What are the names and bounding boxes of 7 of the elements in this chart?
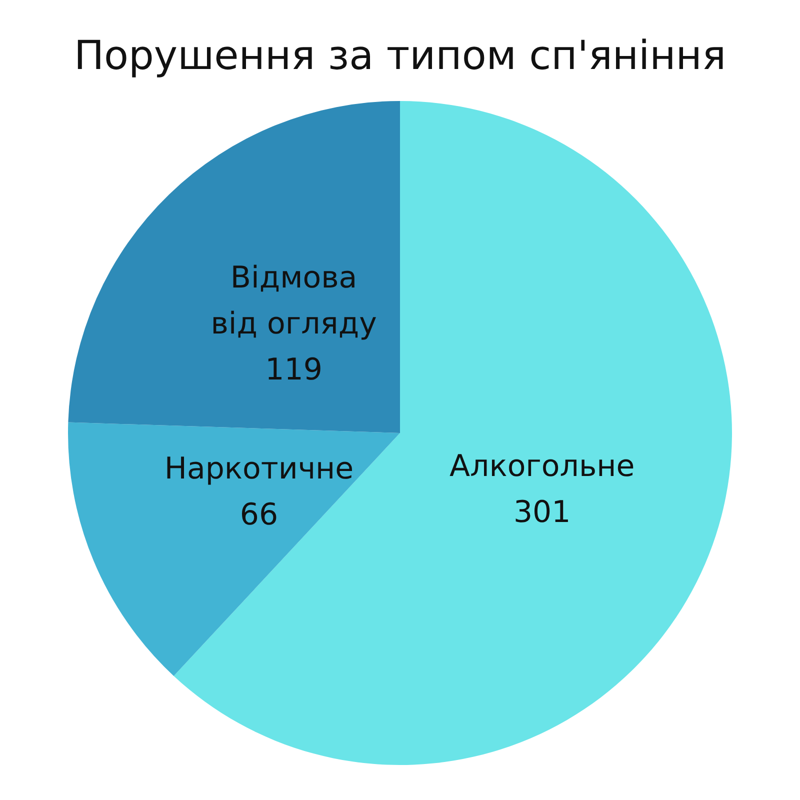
slice-label: Алкогольне	[450, 448, 635, 484]
data-label: 119	[265, 352, 322, 387]
chart-title: Порушення за типом сп'яніння	[74, 33, 726, 79]
data-label: 66	[240, 497, 278, 532]
slice-label: Наркотичне	[164, 451, 354, 486]
data-label: 301	[513, 494, 571, 530]
slice-label: Відмова від огляду	[210, 260, 377, 341]
